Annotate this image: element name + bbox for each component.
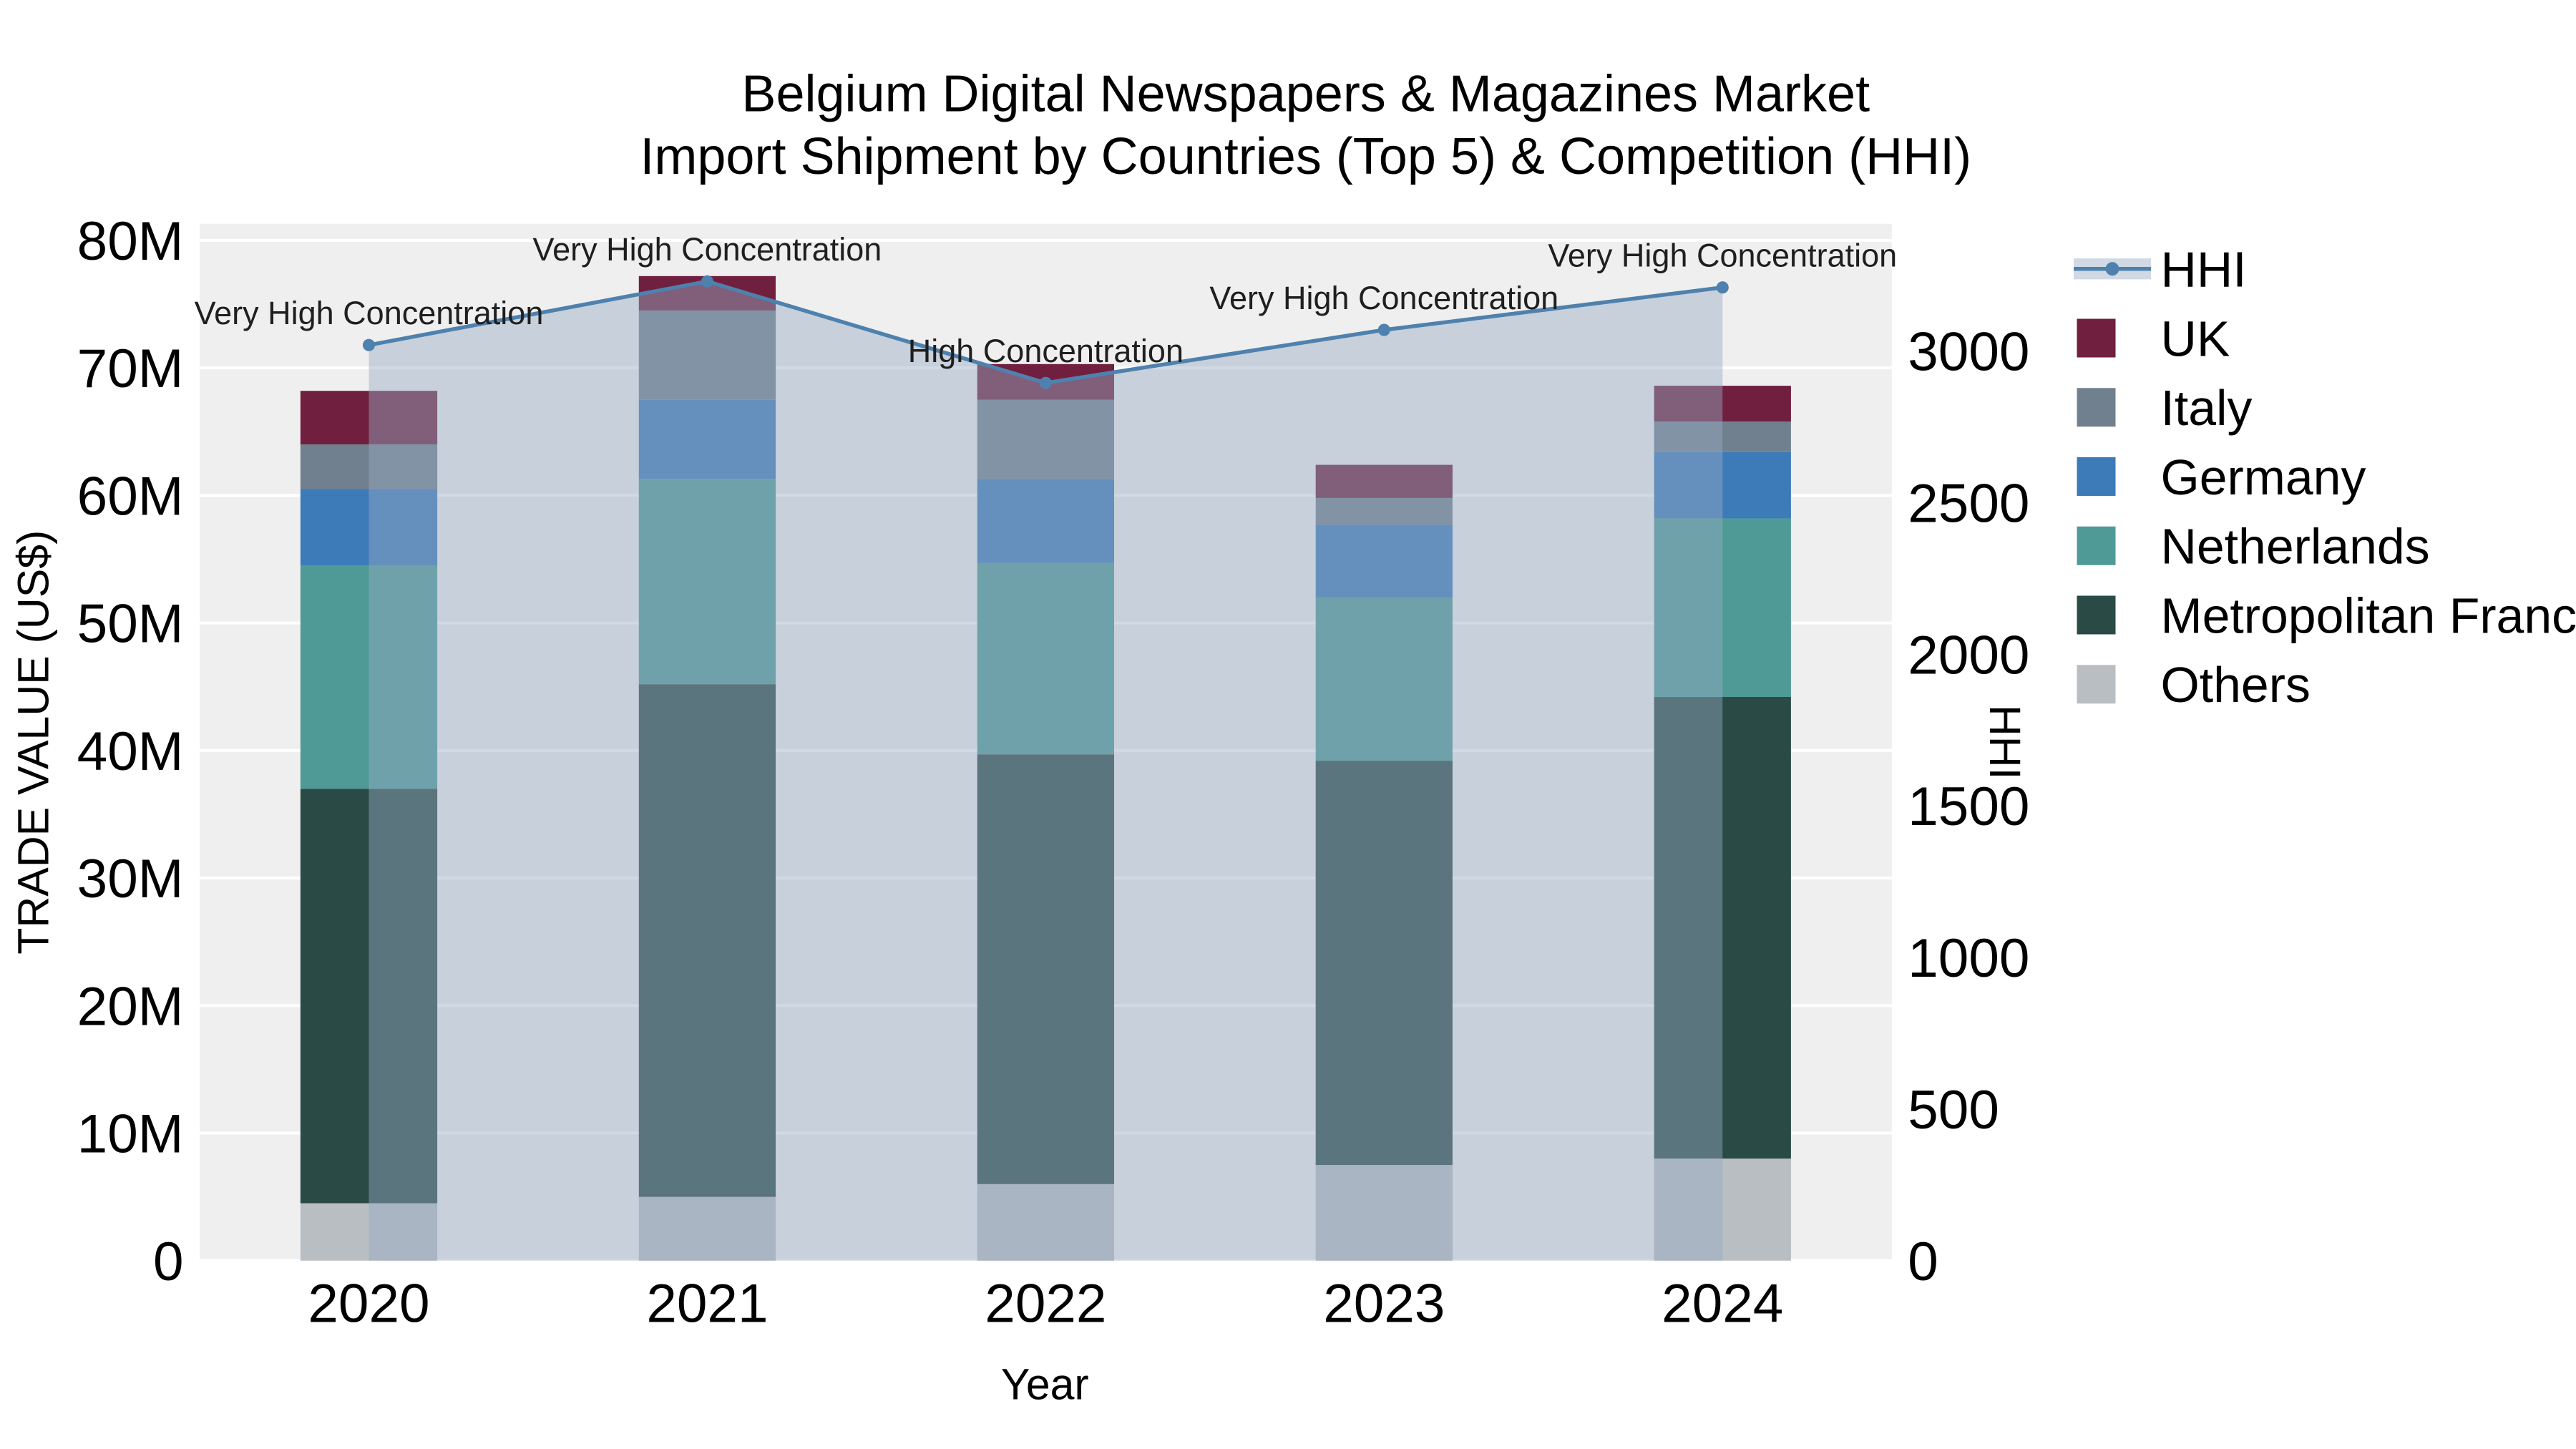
stacked-bars (300, 275, 1791, 1261)
y-left-tick-50M: 50M (77, 594, 184, 655)
y-right-tick-2000: 2000 (1908, 625, 2029, 686)
bar-segment-netherlands-2024 (1654, 518, 1791, 697)
legend-item-italy[interactable]: Italy (2077, 380, 2253, 436)
annotation-2023: Very High Concentration (1209, 280, 1558, 316)
annotation-2022: High Concentration (908, 333, 1184, 369)
bar-segment-germany-2020 (300, 489, 438, 566)
legend-hhi-marker-sample (2105, 262, 2119, 276)
bar-segment-italy-2021 (638, 310, 776, 400)
bar-segment-others-2024 (1654, 1158, 1791, 1261)
bar-segment-germany-2024 (1654, 452, 1791, 519)
y-right-tick-0: 0 (1908, 1231, 1938, 1292)
bar-segment-netherlands-2023 (1315, 597, 1453, 761)
bar-segment-metropolitan-france-2023 (1315, 761, 1453, 1166)
annotation-2020: Very High Concentration (195, 295, 544, 331)
y-left-tick-0: 0 (153, 1231, 184, 1292)
x-tick-2023: 2023 (1323, 1273, 1445, 1334)
legend-label-italy: Italy (2161, 380, 2253, 436)
bar-segment-metropolitan-france-2020 (300, 789, 438, 1204)
bar-segment-metropolitan-france-2024 (1654, 696, 1791, 1159)
hhi-marker-2022 (1039, 376, 1052, 389)
y-axis-right-ticks: 0 500 1000 1500 2000 2500 3000 (1908, 322, 2029, 1292)
legend-swatch-metropolitan-france (2077, 595, 2116, 635)
chart-title-line2: Import Shipment by Countries (Top 5) & C… (640, 128, 1971, 185)
legend-label-germany: Germany (2161, 449, 2366, 505)
legend-item-others[interactable]: Others (2077, 657, 2311, 713)
x-tick-2021: 2021 (646, 1273, 768, 1334)
y-right-axis-title: HHI (1981, 705, 2029, 780)
legend-swatch-italy (2077, 388, 2116, 427)
legend-swatch-uk (2077, 318, 2116, 358)
y-right-tick-1000: 1000 (1908, 928, 2029, 989)
legend-label-metropolitan-france: Metropolitan France (2161, 587, 2576, 643)
bar-segment-others-2020 (300, 1203, 438, 1261)
bar-segment-germany-2023 (1315, 525, 1453, 597)
x-axis-ticks: 2020 2021 2022 2023 2024 (308, 1273, 1783, 1334)
bar-segment-others-2022 (977, 1184, 1114, 1261)
x-tick-2022: 2022 (985, 1273, 1106, 1334)
bar-segment-italy-2020 (300, 444, 438, 489)
bar-segment-germany-2021 (638, 399, 776, 479)
bar-segment-metropolitan-france-2021 (638, 684, 776, 1197)
y-right-tick-1500: 1500 (1908, 776, 2029, 837)
hhi-markers (362, 275, 1729, 389)
y-left-tick-80M: 80M (77, 211, 184, 272)
legend-label-hhi: HHI (2161, 242, 2247, 298)
bar-segment-germany-2022 (977, 479, 1114, 563)
y-right-tick-2500: 2500 (1908, 474, 2029, 535)
hhi-annotations: Very High Concentration Very High Concent… (195, 231, 1898, 369)
bar-segment-others-2021 (638, 1196, 776, 1261)
legend-item-germany[interactable]: Germany (2077, 449, 2366, 505)
y-left-tick-40M: 40M (77, 721, 184, 782)
x-axis-title: Year (1001, 1360, 1089, 1408)
legend: HHI UK Italy Germany Netherlands Metropolitan… (2074, 242, 2576, 713)
hhi-area-fill (369, 281, 1723, 1261)
y-axis-left-ticks: 0 10M 20M 30M 40M 50M 60M 70M 80M (77, 211, 184, 1292)
y-right-tick-500: 500 (1908, 1080, 1999, 1141)
hhi-marker-2023 (1377, 323, 1390, 336)
bar-segment-italy-2023 (1315, 497, 1453, 525)
x-tick-2020: 2020 (308, 1273, 429, 1334)
y-right-tick-3000: 3000 (1908, 322, 2029, 383)
bar-segment-uk-2023 (1315, 464, 1453, 498)
hhi-marker-2021 (701, 275, 713, 288)
bar-segment-netherlands-2022 (977, 562, 1114, 755)
bar-segment-italy-2024 (1654, 421, 1791, 452)
annotation-2024: Very High Concentration (1548, 237, 1897, 273)
y-left-tick-10M: 10M (77, 1104, 184, 1165)
bar-segment-italy-2022 (977, 399, 1114, 479)
y-left-tick-20M: 20M (77, 976, 184, 1037)
y-left-tick-70M: 70M (77, 338, 184, 399)
legend-item-uk[interactable]: UK (2077, 311, 2230, 366)
bar-segment-netherlands-2021 (638, 479, 776, 685)
bar-segment-uk-2024 (1654, 386, 1791, 422)
bar-segment-uk-2020 (300, 391, 438, 445)
legend-label-netherlands: Netherlands (2161, 519, 2430, 575)
legend-swatch-germany (2077, 457, 2116, 496)
annotation-2021: Very High Concentration (533, 231, 882, 268)
hhi-marker-2024 (1716, 281, 1729, 294)
legend-label-others: Others (2161, 657, 2311, 713)
bar-segment-metropolitan-france-2022 (977, 754, 1114, 1184)
bar-segment-netherlands-2020 (300, 565, 438, 789)
legend-label-uk: UK (2161, 311, 2230, 366)
y-left-tick-30M: 30M (77, 849, 184, 909)
legend-item-hhi[interactable]: HHI (2074, 242, 2247, 298)
hhi-marker-2020 (362, 338, 376, 351)
legend-swatch-others (2077, 665, 2116, 704)
legend-item-netherlands[interactable]: Netherlands (2077, 519, 2430, 575)
y-left-tick-60M: 60M (77, 466, 184, 527)
x-tick-2024: 2024 (1662, 1273, 1783, 1334)
legend-item-metropolitan-france[interactable]: Metropolitan France (2077, 587, 2576, 643)
y-left-axis-title: TRADE VALUE (US$) (9, 530, 58, 955)
chart-title-line1: Belgium Digital Newspapers & Magazines M… (741, 65, 1870, 122)
bar-segment-others-2023 (1315, 1165, 1453, 1261)
legend-swatch-netherlands (2077, 526, 2116, 565)
